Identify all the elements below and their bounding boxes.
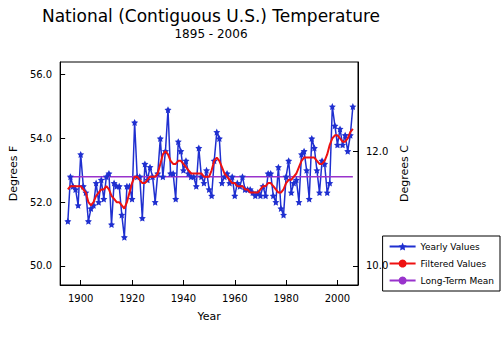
svg-text:1900: 1900 (68, 293, 93, 304)
svg-text:1960: 1960 (222, 293, 247, 304)
svg-text:1895 - 2006: 1895 - 2006 (174, 27, 247, 41)
svg-text:2000: 2000 (325, 293, 350, 304)
svg-text:50.0: 50.0 (30, 260, 52, 271)
svg-text:Long-Term Mean: Long-Term Mean (421, 276, 494, 286)
svg-text:Year: Year (196, 310, 221, 323)
svg-text:National (Contiguous U.S.) Tem: National (Contiguous U.S.) Temperature (42, 6, 380, 26)
svg-text:1940: 1940 (171, 293, 196, 304)
svg-text:10.0: 10.0 (366, 260, 389, 272)
svg-text:12.0: 12.0 (366, 146, 388, 157)
svg-text:54.0: 54.0 (30, 133, 52, 144)
svg-text:Filtered Values: Filtered Values (421, 259, 487, 269)
svg-text:56.0: 56.0 (30, 69, 52, 80)
svg-text:Degrees F: Degrees F (7, 146, 20, 202)
svg-text:1920: 1920 (119, 293, 144, 304)
svg-text:Degrees C: Degrees C (398, 145, 411, 202)
svg-text:52.0: 52.0 (30, 197, 52, 208)
svg-text:Yearly Values: Yearly Values (420, 242, 480, 252)
svg-text:1980: 1980 (273, 293, 298, 304)
